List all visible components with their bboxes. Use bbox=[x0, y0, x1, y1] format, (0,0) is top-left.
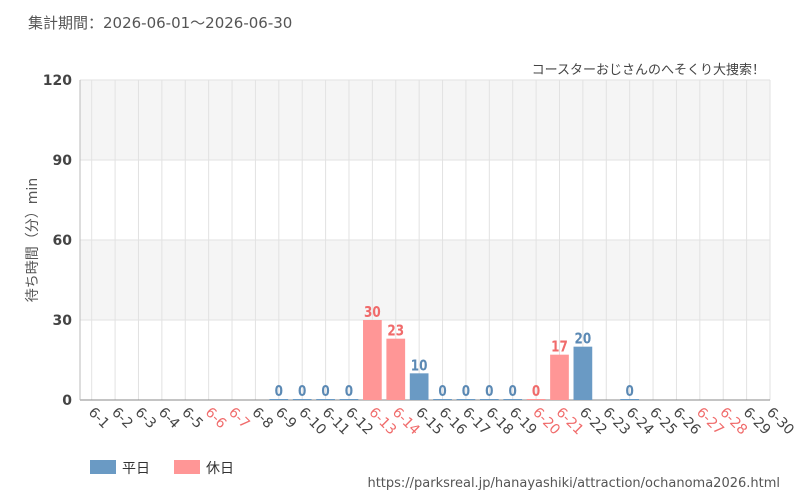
bar-value-label: 23 bbox=[387, 322, 404, 340]
x-tick-label: 6-2 bbox=[108, 405, 135, 432]
bar-6-10[interactable] bbox=[292, 399, 312, 400]
bar-6-15[interactable] bbox=[409, 373, 429, 400]
bar-6-11[interactable] bbox=[316, 399, 335, 400]
x-tick-label: 6-8 bbox=[249, 405, 276, 432]
x-tick-label: 6-3 bbox=[132, 405, 159, 432]
bar-6-16[interactable] bbox=[433, 399, 452, 400]
bar-6-18[interactable] bbox=[479, 399, 499, 400]
bar-value-label: 0 bbox=[298, 383, 306, 401]
plot-bands bbox=[80, 80, 770, 320]
bar-value-label: 0 bbox=[438, 383, 446, 401]
legend-label: 平日 bbox=[122, 461, 150, 477]
bar-value-label: 30 bbox=[364, 304, 381, 322]
plot-band bbox=[80, 80, 770, 160]
plot-band bbox=[80, 240, 770, 320]
bar-6-14[interactable] bbox=[386, 338, 406, 400]
bar-6-21[interactable] bbox=[550, 354, 569, 400]
x-tick-labels: 6-16-26-36-46-56-66-76-86-96-106-116-126… bbox=[85, 405, 797, 439]
source-url[interactable]: https://parksreal.jp/hanayashiki/attract… bbox=[367, 476, 780, 491]
period-label: 集計期間：2026-06-01～2026-06-30 bbox=[28, 14, 292, 32]
legend-swatch bbox=[174, 460, 200, 474]
legend-label: 休日 bbox=[206, 461, 234, 477]
bar-6-19[interactable] bbox=[503, 399, 523, 400]
bar-value-label: 0 bbox=[275, 383, 283, 401]
y-tick-label: 60 bbox=[53, 233, 73, 249]
bar-value-label: 10 bbox=[411, 357, 428, 375]
y-tick-label: 0 bbox=[62, 393, 72, 409]
bar-value-label: 0 bbox=[625, 383, 633, 401]
bar-value-label: 0 bbox=[462, 383, 470, 401]
bar-6-17[interactable] bbox=[456, 399, 476, 400]
bar-6-20[interactable] bbox=[526, 399, 546, 400]
x-tick-label: 6-6 bbox=[202, 405, 230, 433]
bar-value-label: 0 bbox=[532, 383, 540, 401]
bar-6-12[interactable] bbox=[339, 399, 359, 400]
bar-6-24[interactable] bbox=[620, 399, 640, 400]
legend: 平日 休日 bbox=[90, 460, 234, 477]
x-tick-label: 6-4 bbox=[155, 405, 183, 433]
bar-value-label: 20 bbox=[575, 330, 592, 348]
bar-6-9[interactable] bbox=[269, 399, 289, 400]
bar-value-label: 0 bbox=[509, 383, 517, 401]
x-tick-label: 6-1 bbox=[85, 405, 112, 432]
y-tick-labels: 0 30 60 90 120 bbox=[43, 73, 72, 409]
credit-label: コースターおじさんのへそくり大捜索！ bbox=[532, 63, 765, 78]
y-tick-label: 90 bbox=[53, 153, 73, 169]
x-tick-label: 6-5 bbox=[178, 405, 205, 432]
x-tick-label: 6-7 bbox=[225, 405, 252, 432]
bars-group bbox=[269, 320, 640, 400]
bar-value-label: 0 bbox=[345, 383, 353, 401]
legend-swatch bbox=[90, 460, 116, 474]
y-axis-label: 待ち時間（分）min bbox=[25, 178, 41, 302]
bar-6-13[interactable] bbox=[363, 320, 382, 400]
bar-6-22[interactable] bbox=[573, 346, 593, 400]
y-tick-label: 30 bbox=[53, 313, 73, 329]
bar-value-label: 0 bbox=[485, 383, 493, 401]
bar-value-label: 0 bbox=[321, 383, 329, 401]
x-tick-label: 6-9 bbox=[272, 405, 299, 432]
y-tick-label: 120 bbox=[43, 73, 72, 89]
bar-value-label: 17 bbox=[551, 338, 568, 356]
